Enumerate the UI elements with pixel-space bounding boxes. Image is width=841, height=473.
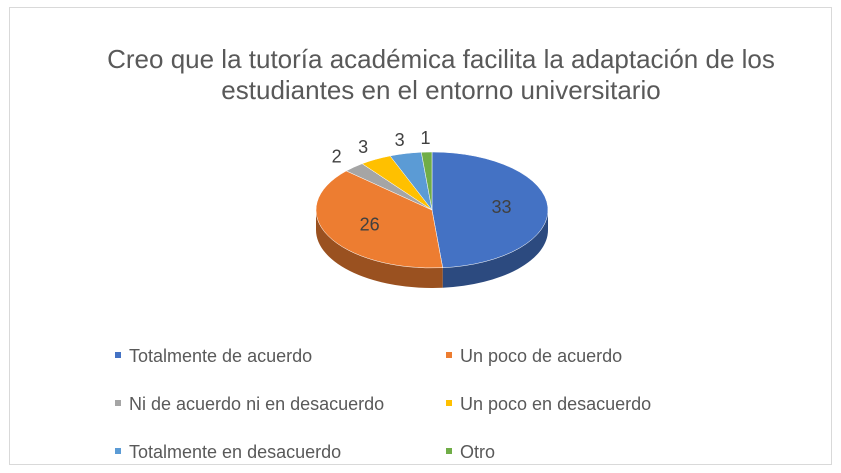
legend-marker — [115, 352, 121, 358]
legend-marker — [446, 400, 452, 406]
data-label: 1 — [420, 128, 430, 148]
slice — [431, 151, 549, 269]
chart-frame — [9, 7, 832, 465]
legend-label: Totalmente de acuerdo — [129, 346, 312, 366]
slice-side — [316, 210, 443, 288]
legend-label: Otro — [460, 442, 495, 462]
data-label: 2 — [332, 146, 342, 166]
data-label: 33 — [492, 197, 512, 217]
legend-label: Totalmente en desacuerdo — [129, 442, 341, 462]
legend-label: Un poco de acuerdo — [460, 346, 622, 366]
legend-label: Ni de acuerdo ni en desacuerdo — [129, 394, 384, 414]
legend-marker — [115, 400, 121, 406]
data-label: 26 — [360, 214, 380, 234]
chart-title: Creo que la tutoría académica facilita l… — [107, 44, 775, 105]
legend-label: Un poco en desacuerdo — [460, 394, 651, 414]
slice — [315, 170, 444, 269]
slice-side — [442, 210, 548, 288]
legend-marker — [115, 448, 121, 454]
data-label: 3 — [358, 137, 368, 157]
slice — [420, 151, 433, 211]
legend-marker — [446, 352, 452, 358]
legend-marker — [446, 448, 452, 454]
data-label: 3 — [395, 130, 405, 150]
